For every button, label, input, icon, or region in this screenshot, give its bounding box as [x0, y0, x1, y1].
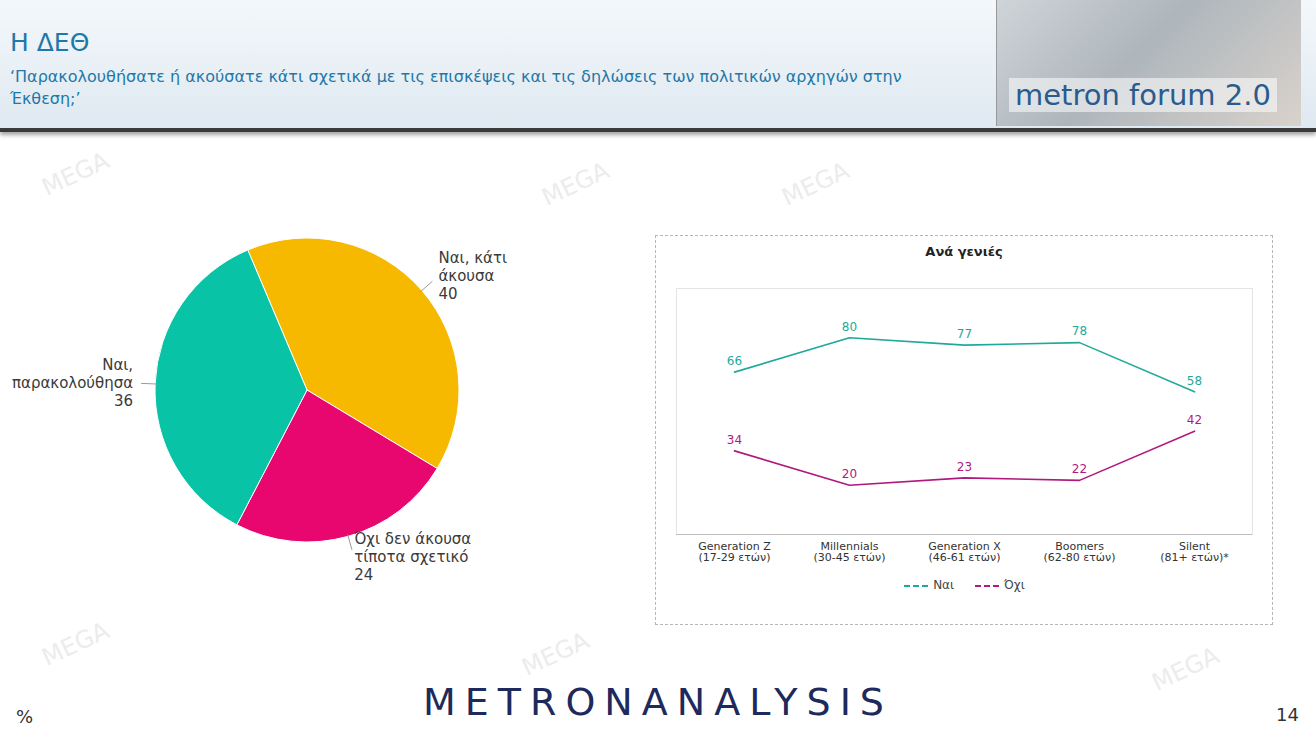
html-text:MEGA: MEGA: [537, 156, 614, 212]
svg-text:23: 23: [957, 460, 972, 474]
svg-text:58: 58: [1187, 374, 1202, 388]
svg-text:42: 42: [1187, 413, 1202, 427]
svg-text:Generation X(46-61 ετών): Generation X(46-61 ετών): [928, 540, 1001, 564]
svg-text:Boomers(62-80 ετών): Boomers(62-80 ετών): [1044, 540, 1116, 564]
html-text:Όχι: Όχι: [1004, 578, 1025, 592]
html-text:MEGA: MEGA: [517, 626, 594, 682]
svg-text:Millennials(30-45 ετών): Millennials(30-45 ετών): [814, 540, 886, 564]
svg-text:Generation Z(17-29 ετών): Generation Z(17-29 ετών): [698, 540, 771, 564]
svg-text:22: 22: [1072, 462, 1087, 476]
svg-text:34: 34: [727, 433, 742, 447]
html-text:MEGA: MEGA: [1147, 641, 1224, 697]
svg-text:Ναι,παρακολούθησα36: Ναι,παρακολούθησα36: [12, 356, 133, 410]
svg-text:20: 20: [842, 467, 857, 481]
svg-text:Ναι, κάτιάκουσα40: Ναι, κάτιάκουσα40: [438, 249, 507, 303]
html-text:METRONANALYSIS: METRONANALYSIS: [423, 680, 893, 724]
html-text:‘Παρακολουθήσατε ή ακούσατε κά: ‘Παρακολουθήσατε ή ακούσατε κάτι σχετικά…: [10, 67, 902, 108]
svg-text:80: 80: [842, 320, 857, 334]
html-text:MEGA: MEGA: [777, 156, 854, 212]
html-text:MEGA: MEGA: [37, 146, 114, 202]
svg-text:66: 66: [727, 354, 742, 368]
html-text:14: 14: [1276, 704, 1299, 725]
html-text:Η ΔΕΘ: Η ΔΕΘ: [10, 28, 90, 57]
svg-text:78: 78: [1072, 324, 1087, 338]
svg-text:Silent(81+ ετών)*: Silent(81+ ετών)*: [1160, 540, 1229, 564]
html-text:MEGA: MEGA: [37, 616, 114, 672]
html-text:Ανά γενιές: Ανά γενιές: [925, 244, 1003, 259]
html-text:metron forum 2.0: metron forum 2.0: [1015, 78, 1271, 112]
svg-text:Όχι δεν άκουσατίποτα σχετικό24: Όχι δεν άκουσατίποτα σχετικό24: [353, 530, 471, 584]
svg-text:77: 77: [957, 327, 972, 341]
html-text:Ναι: Ναι: [933, 578, 955, 592]
